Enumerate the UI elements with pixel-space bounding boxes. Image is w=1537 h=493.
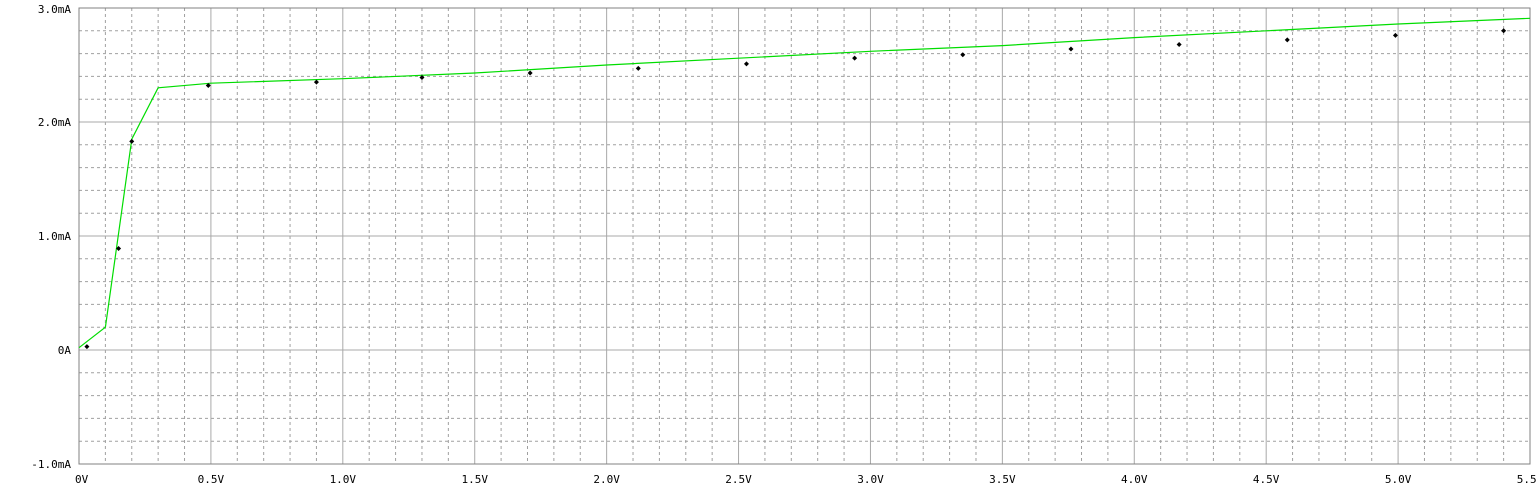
plot-frame: [78, 7, 1531, 465]
data-point-marker: [1501, 28, 1507, 34]
x-tick-label: 3.5V: [989, 473, 1016, 486]
data-point-marker: [527, 70, 533, 76]
data-point-marker: [1392, 32, 1398, 38]
data-point-marker: [129, 138, 135, 144]
x-tick-labels: 0V 0.5V 1.0V 1.5V 2.0V 2.5V 3.0V 3.5V 4.0V 4.5V 5.…: [75, 473, 1537, 486]
y-tick-labels: 3.0mA 2.0mA 1.0mA 0A -1.0mA: [31, 3, 71, 471]
series-line: [78, 17, 1531, 349]
x-tick-label: 2.5V: [725, 473, 752, 486]
x-tick-label: 5.0V: [1385, 473, 1412, 486]
data-point-marker: [635, 65, 641, 71]
series-markers: [84, 28, 1507, 350]
data-point-marker: [84, 344, 90, 350]
x-tick-label: 4.0V: [1121, 473, 1148, 486]
data-point-marker: [116, 246, 122, 252]
x-tick-label: 0.5V: [198, 473, 225, 486]
grid: [78, 7, 1531, 465]
x-tick-label: 1.0V: [330, 473, 357, 486]
data-point-marker: [743, 61, 749, 67]
data-point-marker: [960, 52, 966, 58]
x-tick-label: 0V: [75, 473, 89, 486]
data-point-marker: [852, 55, 858, 61]
data-point-marker: [1176, 41, 1182, 47]
y-tick-label: 2.0mA: [38, 116, 71, 129]
x-tick-label: 1.5V: [461, 473, 488, 486]
data-point-marker: [205, 83, 211, 89]
data-point-marker: [1284, 37, 1290, 43]
x-tick-label: 2.0V: [593, 473, 620, 486]
x-tick-label: 5.5V: [1517, 473, 1537, 486]
x-tick-label: 4.5V: [1253, 473, 1280, 486]
y-tick-label: 0A: [58, 344, 72, 357]
y-tick-label: -1.0mA: [31, 458, 71, 471]
y-tick-label: 3.0mA: [38, 3, 71, 16]
data-point-marker: [1068, 46, 1074, 52]
data-point-marker: [419, 75, 425, 81]
x-tick-label: 3.0V: [857, 473, 884, 486]
data-point-marker: [313, 79, 319, 85]
y-tick-label: 1.0mA: [38, 230, 71, 243]
